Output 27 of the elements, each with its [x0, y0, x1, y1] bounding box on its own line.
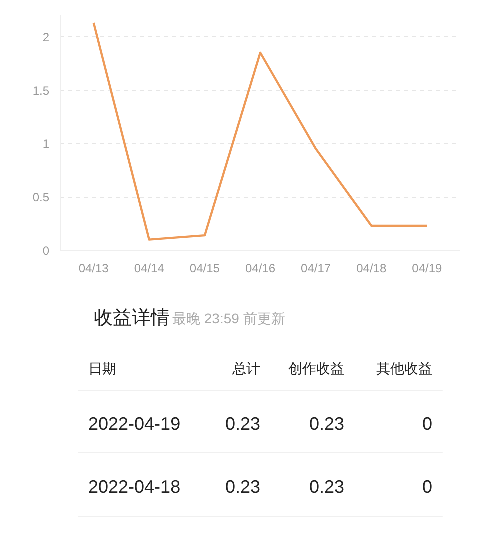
- y-tick-label: 2: [42, 30, 50, 44]
- x-tick-label: 04/13: [78, 262, 110, 276]
- line-series: [92, 22, 428, 241]
- text: 2022-04-18: [88, 477, 181, 497]
- text: 2022-04-19: [88, 414, 181, 434]
- x-tick-label: 04/19: [412, 262, 443, 276]
- y-tick-label: 0.5: [32, 190, 50, 205]
- text: 最晚 23:59 前更新: [172, 310, 286, 326]
- text: 0.23: [309, 414, 345, 434]
- x-tick-label: 04/16: [245, 262, 276, 276]
- y-tick-label: 0: [42, 244, 50, 258]
- y-tick-label: 1: [42, 137, 50, 152]
- text: 0.23: [309, 477, 345, 497]
- x-tick-label: 04/18: [356, 262, 387, 276]
- text: 创作收益: [288, 360, 344, 376]
- x-tick-label: 04/14: [134, 262, 165, 276]
- x-tick-label: 04/15: [190, 262, 220, 276]
- text: 日期: [88, 360, 116, 376]
- text: 0: [422, 477, 433, 497]
- text: 0.23: [225, 477, 261, 497]
- text: 收益详情: [94, 307, 170, 329]
- text: 0.23: [225, 414, 261, 434]
- text: 0: [422, 414, 433, 434]
- text: 总计: [232, 360, 260, 376]
- y-tick-label: 1.5: [32, 84, 50, 98]
- x-tick-label: 04/17: [301, 262, 332, 276]
- text: 其他收益: [376, 360, 432, 376]
